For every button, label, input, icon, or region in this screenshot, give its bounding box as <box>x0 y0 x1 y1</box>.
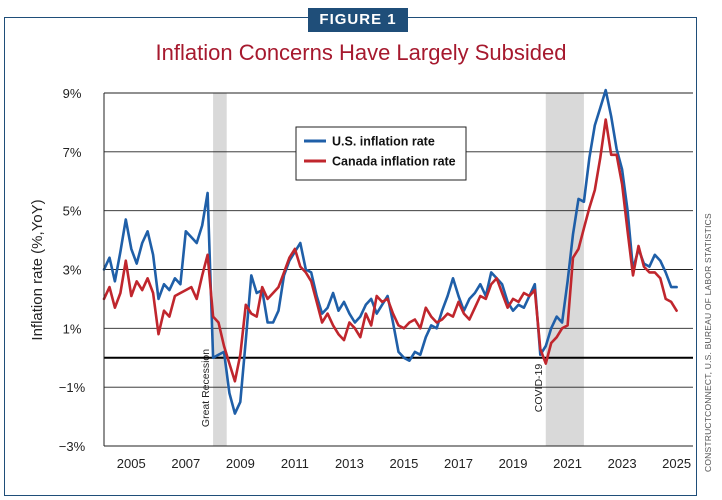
x-tick-label: 2009 <box>226 456 255 471</box>
y-tick-label: 5% <box>63 204 82 219</box>
chart-title: Inflation Concerns Have Largely Subsided <box>155 40 567 65</box>
legend-box <box>295 126 467 181</box>
figure-label: FIGURE 1 <box>308 8 408 32</box>
x-tick-label: 2025 <box>662 456 691 471</box>
y-tick-label: 9% <box>63 86 82 101</box>
y-tick-label: −3% <box>59 439 86 454</box>
x-tick-label: 2005 <box>117 456 146 471</box>
y-tick-label: 3% <box>63 263 82 278</box>
x-tick-label: 2021 <box>553 456 582 471</box>
x-tick-label: 2015 <box>389 456 418 471</box>
shaded-period-label-2: COVID-19 <box>533 364 545 413</box>
x-tick-label: 2023 <box>608 456 637 471</box>
x-tick-label: 2019 <box>499 456 528 471</box>
y-tick-label: 1% <box>63 321 82 336</box>
shaded-period-label-1: Great Recession <box>200 349 212 427</box>
y-tick-label: −1% <box>59 380 86 395</box>
y-tick-label: 7% <box>63 145 82 160</box>
x-tick-label: 2013 <box>335 456 364 471</box>
x-tick-label: 2017 <box>444 456 473 471</box>
y-axis-label: Inflation rate (%,YoY) <box>29 199 46 340</box>
canada-inflation-line <box>102 118 678 383</box>
x-tick-label: 2007 <box>171 456 200 471</box>
legend-label-2: Canada inflation rate <box>332 155 456 169</box>
x-tick-label: 2011 <box>281 456 309 471</box>
legend-label-1: U.S. inflation rate <box>332 135 435 149</box>
